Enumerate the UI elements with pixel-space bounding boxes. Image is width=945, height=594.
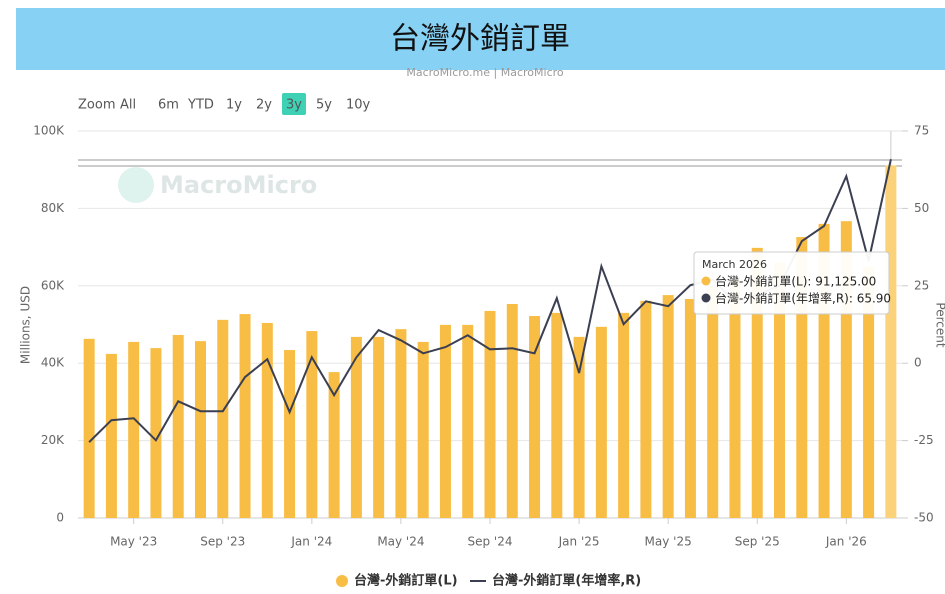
range-button[interactable]: 3y bbox=[286, 98, 302, 113]
bar bbox=[284, 350, 296, 518]
y2-tick-label: 75 bbox=[914, 124, 929, 138]
tooltip-item: 台灣-外銷訂單(年增率,R): 65.90 bbox=[715, 291, 891, 306]
range-button[interactable]: 6m bbox=[158, 98, 179, 113]
range-button: Zoom bbox=[78, 98, 115, 113]
x-tick-label: Sep '23 bbox=[200, 535, 245, 549]
bar bbox=[484, 310, 496, 518]
tooltip-title: March 2026 bbox=[702, 258, 767, 271]
tooltip-dot bbox=[701, 276, 711, 286]
y-tick-label: 80K bbox=[41, 201, 65, 215]
x-tick-label: Sep '25 bbox=[735, 535, 780, 549]
range-button[interactable]: All bbox=[120, 98, 136, 113]
y-tick-label: 60K bbox=[41, 278, 65, 292]
bar bbox=[350, 336, 362, 518]
tooltip-box bbox=[693, 251, 890, 315]
legend-swatch bbox=[336, 575, 348, 587]
y-tick-label: 0 bbox=[56, 511, 64, 525]
bar bbox=[306, 331, 318, 518]
bar bbox=[863, 266, 875, 518]
watermark: MacroMicro bbox=[160, 171, 317, 199]
bar bbox=[128, 341, 140, 518]
x-tick-label: Jan '26 bbox=[825, 535, 867, 549]
bar bbox=[261, 322, 273, 518]
x-tick-label: Sep '24 bbox=[468, 535, 513, 549]
range-button[interactable]: 5y bbox=[316, 98, 332, 113]
y-axis-label: Millions, USD bbox=[19, 286, 33, 364]
bar bbox=[751, 247, 763, 518]
bar bbox=[885, 165, 897, 518]
bar bbox=[217, 319, 229, 518]
bar bbox=[640, 300, 652, 518]
bar bbox=[105, 353, 117, 518]
bar bbox=[618, 312, 630, 518]
y2-tick-label: -25 bbox=[914, 433, 934, 447]
bar bbox=[462, 324, 474, 518]
range-button[interactable]: YTD bbox=[187, 98, 214, 113]
bar bbox=[328, 372, 340, 518]
y2-axis-label: Percent bbox=[934, 302, 945, 347]
bar bbox=[595, 326, 607, 518]
bar bbox=[439, 324, 451, 518]
range-button[interactable]: 10y bbox=[346, 98, 371, 113]
source: MacroMicro.me | MacroMicro bbox=[406, 66, 564, 79]
bar bbox=[818, 223, 830, 518]
y-tick-label: 20K bbox=[41, 433, 65, 447]
bar bbox=[684, 298, 696, 518]
y2-tick-label: -50 bbox=[914, 511, 934, 525]
range-button[interactable]: 1y bbox=[226, 98, 242, 113]
x-tick-label: May '23 bbox=[110, 535, 157, 549]
bar bbox=[172, 334, 184, 518]
bar bbox=[707, 285, 719, 518]
bar bbox=[395, 329, 407, 518]
bar bbox=[796, 237, 808, 518]
bar bbox=[239, 314, 251, 518]
legend-label[interactable]: 台灣-外銷訂單(年增率,R) bbox=[492, 573, 641, 589]
bar bbox=[551, 312, 563, 518]
y-tick-label: 40K bbox=[41, 356, 65, 370]
bar bbox=[774, 262, 786, 518]
range-button[interactable]: 2y bbox=[256, 98, 272, 113]
bar bbox=[729, 278, 741, 518]
bar bbox=[150, 348, 162, 518]
tooltip-dot bbox=[701, 293, 711, 303]
bar bbox=[529, 315, 541, 518]
y-tick-label: 100K bbox=[33, 124, 65, 138]
bar bbox=[373, 336, 385, 518]
bar bbox=[506, 303, 518, 518]
x-tick-label: Jan '24 bbox=[290, 535, 332, 549]
x-tick-label: May '25 bbox=[645, 535, 692, 549]
bar bbox=[194, 341, 206, 518]
watermark-logo bbox=[118, 167, 154, 203]
tooltip-item: 台灣-外銷訂單(L): 91,125.00 bbox=[715, 274, 876, 289]
x-tick-label: Jan '25 bbox=[558, 535, 600, 549]
y2-tick-label: 50 bbox=[914, 201, 929, 215]
chart-title: 台灣外銷訂單 bbox=[390, 22, 570, 57]
title-banner bbox=[16, 8, 945, 70]
legend-label[interactable]: 台灣-外銷訂單(L) bbox=[354, 573, 458, 589]
range-button-bg bbox=[282, 93, 306, 115]
y2-tick-label: 25 bbox=[914, 278, 929, 292]
x-tick-label: May '24 bbox=[377, 535, 424, 549]
bar bbox=[417, 341, 429, 518]
bar bbox=[662, 295, 674, 518]
bar bbox=[83, 338, 95, 518]
bar bbox=[573, 336, 585, 518]
y2-tick-label: 0 bbox=[914, 356, 922, 370]
bar bbox=[840, 221, 852, 518]
